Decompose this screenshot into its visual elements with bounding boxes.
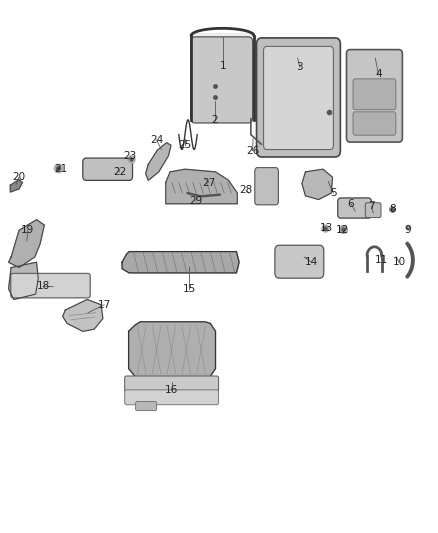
Text: 3: 3	[297, 62, 303, 72]
Text: 13: 13	[320, 223, 333, 233]
FancyBboxPatch shape	[255, 167, 279, 205]
Text: 4: 4	[375, 69, 381, 79]
Polygon shape	[9, 220, 44, 268]
Polygon shape	[63, 300, 103, 332]
Polygon shape	[192, 33, 253, 120]
Text: 23: 23	[124, 151, 137, 161]
Text: 26: 26	[246, 146, 259, 156]
Text: 24: 24	[150, 135, 163, 145]
FancyBboxPatch shape	[264, 46, 333, 150]
FancyBboxPatch shape	[353, 79, 396, 110]
Text: 12: 12	[336, 225, 349, 236]
FancyBboxPatch shape	[338, 198, 371, 218]
Text: 5: 5	[330, 188, 337, 198]
Text: 11: 11	[375, 255, 388, 264]
Text: 17: 17	[98, 300, 111, 310]
Text: 29: 29	[189, 196, 202, 206]
Polygon shape	[122, 252, 239, 273]
Text: 10: 10	[392, 257, 406, 267]
Text: 22: 22	[113, 167, 126, 177]
FancyBboxPatch shape	[346, 50, 403, 142]
FancyBboxPatch shape	[275, 245, 324, 278]
FancyBboxPatch shape	[125, 390, 219, 405]
Text: 25: 25	[178, 140, 191, 150]
FancyBboxPatch shape	[365, 203, 381, 217]
FancyBboxPatch shape	[125, 376, 219, 392]
Text: 16: 16	[165, 385, 178, 395]
Polygon shape	[11, 180, 22, 192]
Polygon shape	[129, 322, 215, 379]
Text: 21: 21	[54, 164, 67, 174]
FancyBboxPatch shape	[11, 273, 90, 298]
Polygon shape	[9, 262, 38, 300]
Text: 27: 27	[202, 177, 215, 188]
Text: 9: 9	[405, 225, 411, 236]
Text: 19: 19	[21, 225, 35, 236]
Polygon shape	[302, 169, 332, 199]
FancyBboxPatch shape	[191, 37, 253, 123]
FancyBboxPatch shape	[353, 112, 396, 135]
Text: 28: 28	[240, 185, 253, 196]
FancyBboxPatch shape	[136, 401, 156, 410]
Text: 18: 18	[36, 281, 49, 291]
Text: 15: 15	[183, 284, 196, 294]
Text: 7: 7	[368, 201, 375, 212]
FancyBboxPatch shape	[83, 158, 133, 180]
Text: 1: 1	[220, 61, 227, 70]
Text: 6: 6	[347, 199, 354, 209]
FancyBboxPatch shape	[257, 38, 340, 157]
Text: 14: 14	[305, 257, 318, 267]
Polygon shape	[166, 169, 237, 204]
Text: 20: 20	[12, 172, 25, 182]
Text: 8: 8	[389, 204, 396, 214]
Text: 2: 2	[211, 115, 218, 125]
Polygon shape	[146, 143, 171, 180]
